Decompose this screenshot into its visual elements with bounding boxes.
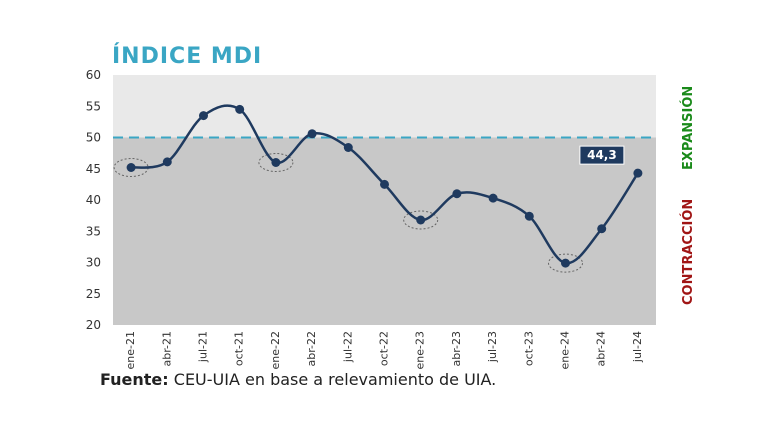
expansion-zone (113, 75, 656, 138)
data-point (199, 111, 208, 121)
y-tick-label: 25 (86, 287, 101, 301)
y-tick-label: 55 (86, 99, 101, 113)
highlight-ring (548, 253, 583, 273)
data-point (307, 129, 317, 139)
data-point (597, 224, 607, 234)
data-point (633, 168, 643, 178)
y-tick-label: 45 (86, 162, 101, 176)
y-tick-label: 20 (86, 318, 101, 332)
data-points (126, 104, 643, 268)
x-tick-label: jul-21 (197, 331, 210, 363)
y-tick-label: 40 (86, 193, 101, 207)
data-point (343, 143, 353, 152)
x-tick-label: ene-21 (124, 331, 137, 369)
source-text: CEU-UIA en base a relevamiento de UIA. (173, 370, 497, 389)
data-point (452, 189, 462, 199)
y-tick-label: 30 (86, 256, 101, 270)
x-tick-label: jul-23 (486, 331, 499, 363)
data-point (235, 104, 245, 114)
last-value-label: 44,3 (579, 145, 625, 165)
contraction-zone (113, 137, 656, 325)
source-note: Fuente: CEU-UIA en base a relevamiento d… (100, 370, 496, 389)
y-axis: 20 25 30 35 40 45 50 55 60 (86, 68, 101, 332)
highlight-ring (403, 210, 439, 230)
data-point (561, 258, 570, 268)
data-point (488, 193, 498, 203)
x-tick-label: jul-24 (631, 331, 644, 363)
x-tick-label: ene-24 (559, 331, 572, 369)
x-tick-label: oct-23 (522, 331, 535, 366)
x-tick-label: jul-22 (341, 331, 354, 363)
expansion-label: EXPANSIÓN (681, 85, 696, 170)
y-tick-label: 35 (86, 224, 101, 238)
highlight-rings (113, 153, 583, 273)
y-tick-label: 50 (86, 131, 101, 145)
data-point (271, 158, 281, 167)
x-axis: ene-21 abr-21 jul-21 oct-21 ene-22 abr-22 jul-… (124, 331, 644, 369)
source-label: Fuente: (100, 370, 169, 389)
x-tick-label: abr-24 (595, 331, 608, 367)
x-tick-label: ene-22 (269, 331, 282, 369)
x-tick-label: abr-22 (305, 331, 318, 367)
x-tick-label: oct-21 (233, 331, 246, 366)
data-point (380, 179, 389, 189)
last-value-box (579, 145, 625, 165)
chart-title: ÍNDICE MDI (112, 44, 263, 69)
data-point (524, 211, 534, 221)
contraction-label: CONTRACCIÓN (681, 198, 696, 305)
x-tick-label: oct-22 (378, 331, 391, 366)
x-tick-label: ene-23 (414, 331, 427, 369)
x-tick-label: abr-23 (450, 331, 463, 367)
data-point (416, 215, 426, 225)
data-point (162, 157, 172, 167)
last-value-text: 44,3 (587, 148, 617, 162)
y-tick-label: 60 (86, 68, 101, 82)
data-point (126, 163, 136, 172)
x-tick-label: abr-21 (160, 331, 173, 367)
highlight-ring (258, 153, 294, 172)
